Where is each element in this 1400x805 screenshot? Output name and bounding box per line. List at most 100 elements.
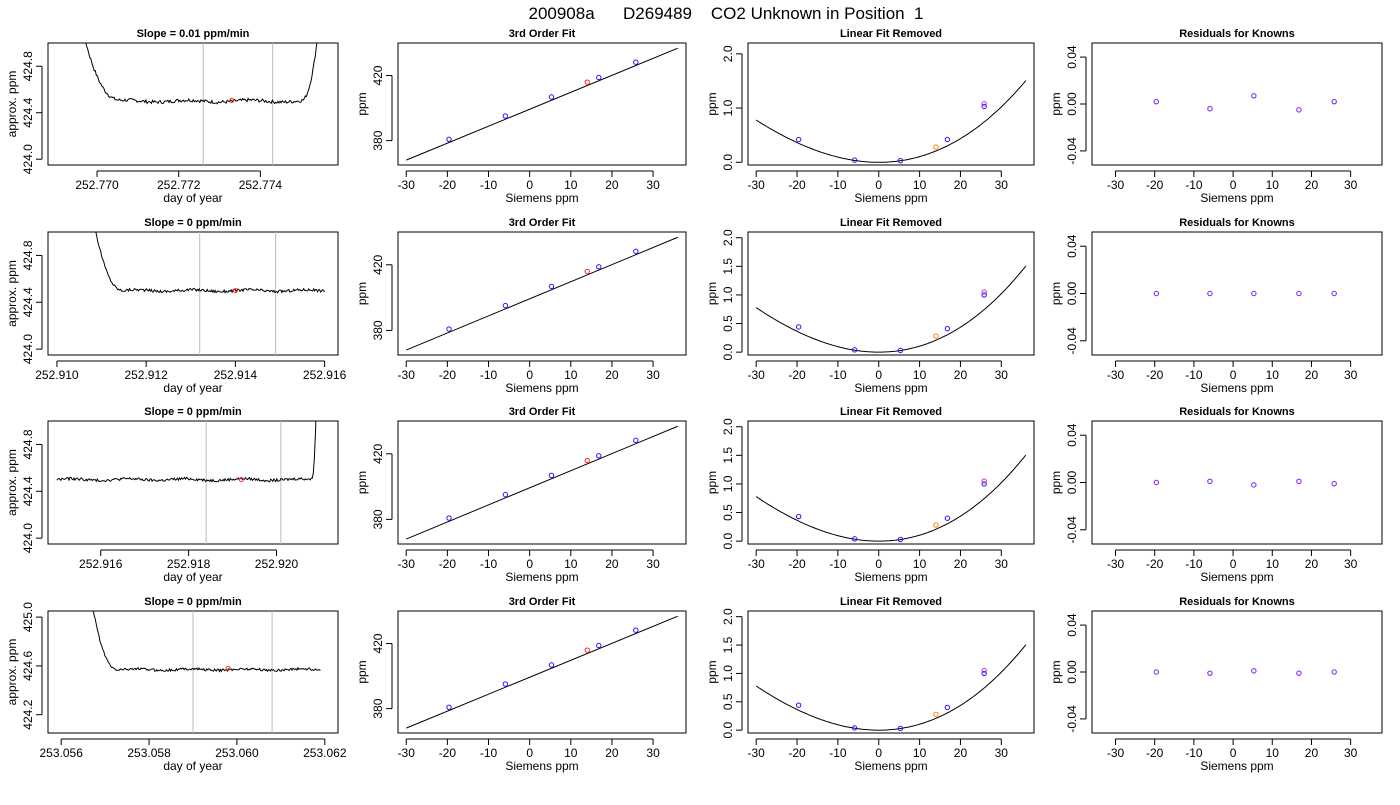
x-tick-label: 10 <box>913 368 927 382</box>
y-axis: -0.04 0.00 0.04 ppm <box>1049 45 1087 165</box>
panel-row1-col2: 3rd Order Fit -30 -20 -10 0 10 20 30 Siemens ppm… <box>355 28 687 205</box>
x-tick-label: -20 <box>439 746 457 760</box>
y-tick-label: 424.0 <box>21 523 35 553</box>
y-tick-label: 424.4 <box>21 287 35 317</box>
y-tick-label: -0.04 <box>1065 705 1079 733</box>
y-tick-label: 0.0 <box>721 532 735 549</box>
x-tick-label: 30 <box>995 368 1009 382</box>
x-tick-label: 0 <box>526 557 533 571</box>
x-tick-label: -20 <box>1146 178 1164 192</box>
residual-point <box>1251 668 1257 674</box>
y-axis-label: ppm <box>355 471 369 494</box>
x-tick-label: 252.916 <box>303 368 347 382</box>
panel-row4-col3: Linear Fit Removed -30 -20 -10 0 10 20 30 Siemen… <box>705 596 1035 773</box>
panel-title: Residuals for Knowns <box>1179 217 1295 229</box>
known-point <box>502 113 509 119</box>
y-tick-label: 424.4 <box>21 97 35 127</box>
y-axis: 0.0 0.5 1.0 1.5 2.0 ppm <box>705 418 743 549</box>
known-point <box>795 136 802 143</box>
x-tick-label: 0 <box>875 557 882 571</box>
known-point <box>944 325 951 332</box>
known-point <box>633 437 639 444</box>
known-point-alt <box>981 289 987 295</box>
x-tick-label: 0 <box>526 368 533 382</box>
panel-row1-col3: Linear Fit Removed -30 -20 -10 0 10 20 30 Siemen… <box>705 28 1035 205</box>
known-point <box>851 157 858 163</box>
residual-point <box>1153 479 1159 486</box>
unknown-point <box>933 711 939 717</box>
plot-frame <box>747 42 1035 166</box>
known-point <box>944 704 951 711</box>
y-axis: -0.04 0.00 0.04 ppm <box>1049 613 1087 733</box>
y-tick-label: 0.04 <box>1065 423 1079 447</box>
known-point <box>502 302 509 309</box>
y-axis-label: ppm <box>705 282 719 305</box>
x-tick-label: -20 <box>439 368 457 382</box>
y-axis: 0.0 0.5 1.0 1.5 2.0 ppm <box>705 608 743 739</box>
x-tick-label: -20 <box>788 557 806 571</box>
x-tick-label: -30 <box>747 746 765 760</box>
residual-point <box>1296 290 1302 297</box>
y-tick-label: 424.0 <box>21 334 35 364</box>
x-tick-label: 252.914 <box>214 368 258 382</box>
panel-row2-col3: Linear Fit Removed -30 -20 -10 0 10 20 30 Siemen… <box>705 217 1035 395</box>
x-axis-label: Siemens ppm <box>505 381 578 395</box>
y-tick-label: 0.5 <box>721 315 735 332</box>
known-point <box>548 472 555 479</box>
x-tick-label: 253.062 <box>303 746 347 760</box>
x-tick-label: 20 <box>954 557 968 571</box>
x-tick-label: -10 <box>480 746 498 760</box>
y-tick-label: 0.00 <box>1065 92 1079 116</box>
x-tick-label: 20 <box>1305 746 1319 760</box>
y-tick-label: 380 <box>371 130 385 150</box>
trace-line <box>92 611 321 673</box>
known-point <box>981 481 987 487</box>
y-tick-label: 0.00 <box>1065 660 1079 684</box>
y-axis: -0.04 0.00 0.04 ppm <box>1049 234 1087 355</box>
y-axis-label: ppm <box>1049 92 1063 115</box>
panel-title: Slope = 0.01 ppm/min <box>137 28 250 40</box>
known-point <box>851 347 858 353</box>
x-tick-label: -20 <box>788 746 806 760</box>
x-axis: -30 -20 -10 0 10 20 30 Siemens ppm <box>1107 738 1358 773</box>
trace-line <box>56 421 317 483</box>
known-point <box>596 642 602 649</box>
x-tick-label: 10 <box>1266 746 1280 760</box>
x-tick-label: 20 <box>605 557 619 571</box>
y-axis: 0.0 0.5 1.0 1.5 2.0 ppm <box>705 229 743 360</box>
x-axis: 252.910 252.912 252.914 252.916 day of year <box>35 360 347 395</box>
x-tick-label: 0 <box>875 178 882 192</box>
unknown-point <box>933 522 939 528</box>
trace-line <box>85 43 318 105</box>
y-tick-label: 1.5 <box>721 447 735 464</box>
y-tick-label: 424.4 <box>21 476 35 506</box>
panel-title: 3rd Order Fit <box>509 28 576 40</box>
known-point <box>548 94 555 100</box>
x-tick-label: -30 <box>398 368 416 382</box>
x-axis-label: day of year <box>163 759 222 773</box>
x-tick-label: 10 <box>564 368 578 382</box>
y-tick-label: -0.04 <box>1065 137 1079 165</box>
residual-point <box>1331 480 1337 487</box>
plot-frame <box>397 420 687 545</box>
y-tick-label: 2.0 <box>721 608 735 625</box>
panel-title: Linear Fit Removed <box>840 28 942 40</box>
residual-point <box>1331 290 1337 297</box>
panel-title: Linear Fit Removed <box>840 406 942 418</box>
y-tick-label: 1.5 <box>721 258 735 275</box>
y-tick-label: 0.04 <box>1065 234 1079 258</box>
unknown-point <box>933 144 939 150</box>
x-tick-label: -30 <box>1107 746 1125 760</box>
x-axis-label: Siemens ppm <box>1200 570 1273 584</box>
x-tick-label: 0 <box>526 746 533 760</box>
plot-content <box>92 611 321 733</box>
x-tick-label: 20 <box>1305 557 1319 571</box>
known-point <box>502 491 509 498</box>
x-axis: -30 -20 -10 0 10 20 30 Siemens ppm <box>1107 360 1358 395</box>
x-tick-label: -10 <box>480 178 498 192</box>
y-tick-label: -0.04 <box>1065 327 1079 355</box>
x-axis-label: Siemens ppm <box>1200 191 1273 205</box>
y-tick-label: 1.5 <box>721 636 735 653</box>
x-tick-label: 30 <box>646 557 660 571</box>
